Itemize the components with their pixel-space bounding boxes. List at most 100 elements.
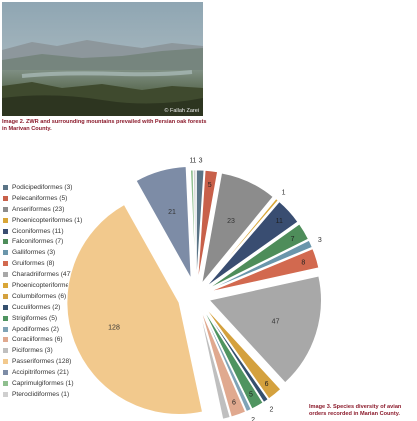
legend-swatch xyxy=(3,250,8,256)
pie-slice xyxy=(66,204,203,415)
chart-caption: Image 3. Species diversity of avian orde… xyxy=(309,404,402,417)
legend-swatch xyxy=(3,380,8,386)
data-label: 11 xyxy=(276,218,283,225)
legend-label: Anseriformes (23) xyxy=(12,205,65,213)
pie-slice xyxy=(202,307,264,410)
legend-label: Ciconiformes (11) xyxy=(12,227,64,235)
data-label: 6 xyxy=(265,381,269,388)
data-label: 8 xyxy=(301,260,305,267)
legend-swatch xyxy=(3,337,8,343)
pie-slice xyxy=(206,201,299,287)
photo-caption: Image 2. ZWR and surrounding mountains p… xyxy=(2,119,207,132)
data-label: 1 xyxy=(190,158,194,165)
legend-item: Passeriformes (128) xyxy=(3,356,113,367)
legend-item: Pelecaniformes (5) xyxy=(3,193,113,204)
pie-slice xyxy=(201,172,274,285)
data-label: 2 xyxy=(270,407,274,414)
legend-swatch xyxy=(3,206,8,212)
pie-slice xyxy=(204,198,279,286)
data-label: 3 xyxy=(199,158,203,165)
legend-item: Podicipediformes (3) xyxy=(3,182,113,193)
legend-swatch xyxy=(3,293,8,299)
pie-slice xyxy=(200,309,246,418)
legend-item: Phoenicopteriformes (1) xyxy=(3,215,113,226)
legend-item: Anseriformes (23) xyxy=(3,204,113,215)
legend-label: Pteroclidiformes (1) xyxy=(12,390,70,398)
data-label: 47 xyxy=(272,319,280,326)
data-label: 1 xyxy=(282,189,286,196)
pie-slice xyxy=(208,239,313,291)
legend-swatch xyxy=(3,261,8,267)
data-label: 3 xyxy=(318,237,322,244)
legend-item: Strigiformes (5) xyxy=(3,313,113,324)
legend-item: Coraciiformes (6) xyxy=(3,334,113,345)
data-label: 5 xyxy=(249,392,253,399)
legend-label: Pelecaniformes (5) xyxy=(12,194,68,202)
legend-item: Gruiformes (8) xyxy=(3,258,113,269)
pie-slice xyxy=(198,309,231,420)
legend-swatch xyxy=(3,359,8,365)
legend-label: Gruiformes (8) xyxy=(12,260,55,268)
legend-item: Charadriiformes (47) xyxy=(3,269,113,280)
legend-item: Columbiformes (6) xyxy=(3,291,113,302)
pie-slice xyxy=(207,223,309,290)
data-label: 6 xyxy=(232,399,236,406)
legend-swatch xyxy=(3,315,8,321)
pie-slice xyxy=(196,169,205,283)
legend-label: Galliformes (3) xyxy=(12,249,56,257)
legend-item: Galliformes (3) xyxy=(3,247,113,258)
photo-credit: © Fallah Zarei xyxy=(164,108,199,114)
pie-slice xyxy=(204,306,282,400)
legend-label: Coraciiformes (6) xyxy=(12,336,63,344)
data-label: 23 xyxy=(227,218,235,225)
pie-slice xyxy=(201,308,252,412)
legend-label: Piciformes (3) xyxy=(12,347,53,355)
legend-swatch xyxy=(3,348,8,354)
legend-swatch xyxy=(3,391,8,397)
pie-slice xyxy=(135,166,192,279)
legend-swatch xyxy=(3,239,8,245)
legend-label: Cuculiformes (2) xyxy=(12,303,61,311)
legend-item: Phoenicopteriformes (1) xyxy=(3,280,113,291)
legend-swatch xyxy=(3,195,8,201)
data-label: 7 xyxy=(291,236,295,243)
legend-label: Columbiformes (6) xyxy=(12,292,67,300)
data-label: 128 xyxy=(108,324,120,331)
legend-item: Ciconiformes (11) xyxy=(3,226,113,237)
legend-swatch xyxy=(3,228,8,234)
legend-swatch xyxy=(3,370,8,376)
legend-item: Cuculiformes (2) xyxy=(3,302,113,313)
legend-label: Phoenicopteriformes (1) xyxy=(12,281,83,289)
legend-label: Strigiformes (5) xyxy=(12,314,58,322)
legend-swatch xyxy=(3,326,8,332)
legend-item: Apodiformes (2) xyxy=(3,324,113,335)
legend-item: Piciformes (3) xyxy=(3,345,113,356)
legend-swatch xyxy=(3,217,8,223)
pie-slice xyxy=(203,307,269,403)
legend-item: Caprimulgiformes (1) xyxy=(3,378,113,389)
legend-swatch xyxy=(3,304,8,310)
pie-slice xyxy=(209,248,320,293)
landscape-photo: © Fallah Zarei xyxy=(2,2,203,116)
data-label: 1 xyxy=(193,158,197,165)
legend-label: Falconiformes (7) xyxy=(12,238,64,246)
legend-item: Accipitriformes (21) xyxy=(3,367,113,378)
legend-label: Podicipediformes (3) xyxy=(12,183,73,191)
legend-swatch xyxy=(3,184,8,190)
legend-label: Caprimulgiformes (1) xyxy=(12,379,74,387)
legend-item: Falconiformes (7) xyxy=(3,236,113,247)
legend-label: Phoenicopteriformes (1) xyxy=(12,216,83,224)
pie-slice xyxy=(208,275,322,384)
legend-label: Apodiformes (2) xyxy=(12,325,59,333)
legend-swatch xyxy=(3,272,8,278)
data-label: 21 xyxy=(168,209,176,216)
chart-legend: Podicipediformes (3) Pelecaniformes (5) An… xyxy=(3,182,113,400)
legend-item: Pteroclidiformes (1) xyxy=(3,389,113,400)
legend-label: Passeriformes (128) xyxy=(12,358,72,366)
pie-slice xyxy=(197,169,218,283)
legend-swatch xyxy=(3,282,8,288)
data-label: 5 xyxy=(208,182,212,189)
legend-label: Charadriiformes (47) xyxy=(12,271,73,279)
data-label: 2 xyxy=(251,417,255,421)
